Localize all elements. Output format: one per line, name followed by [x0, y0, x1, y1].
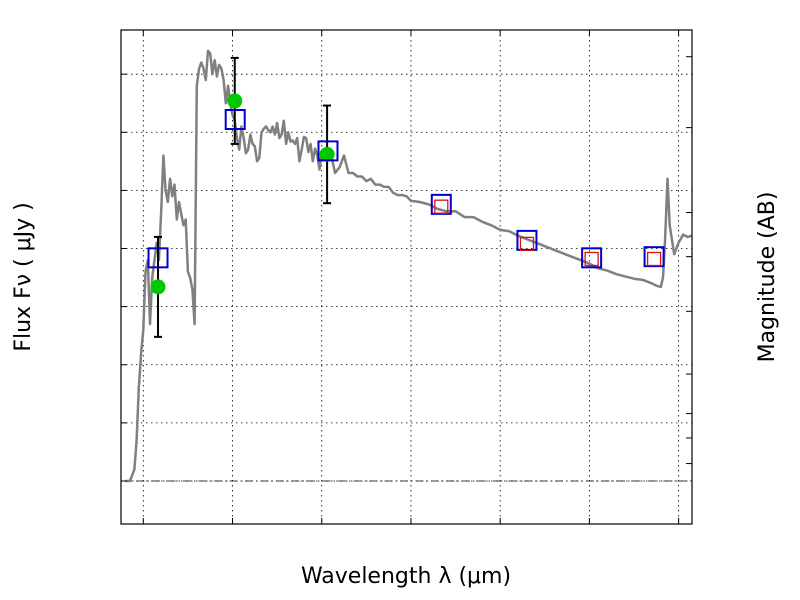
red-square-point: [519, 236, 535, 252]
blue-square-point: [581, 247, 603, 269]
blue-square-point: [147, 247, 169, 269]
x-axis-label: Wavelength λ (μm): [301, 564, 511, 589]
axis-ticks: [121, 30, 692, 524]
grid-lines: [121, 30, 692, 524]
green-circle-point: [319, 146, 335, 162]
y-axis-label: Flux Fν ( μJy ): [11, 202, 36, 351]
red-square-point: [584, 251, 599, 267]
blue-square-point: [643, 246, 665, 268]
red-square-point: [434, 199, 449, 214]
model-spectrum: [125, 49, 693, 483]
blue-square-point: [430, 193, 452, 215]
green-circle-point: [227, 93, 243, 109]
red-square-point: [646, 251, 662, 267]
plot-frame: [120, 29, 693, 525]
blue-square-point: [224, 109, 246, 131]
data-markers: [147, 93, 665, 295]
green-circle-point: [150, 279, 166, 295]
model-spectrum-line: [125, 49, 693, 483]
blue-square-point: [317, 140, 339, 162]
right-axis-label: Magnitude (AB): [755, 192, 780, 363]
